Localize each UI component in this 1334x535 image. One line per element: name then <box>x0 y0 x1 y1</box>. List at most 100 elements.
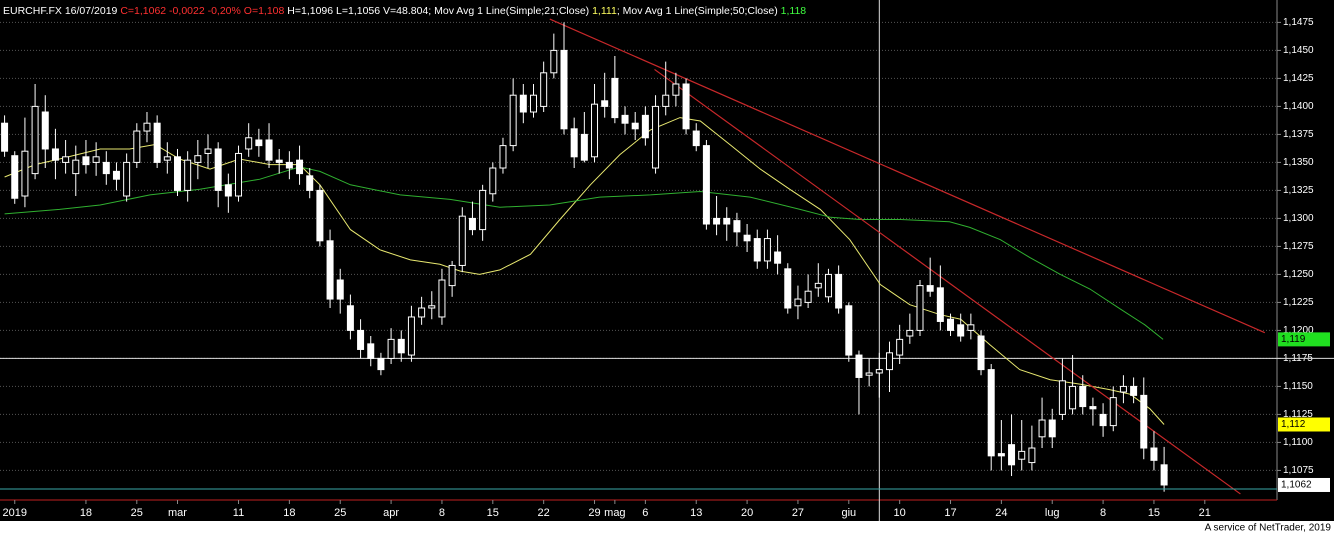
header-segment: 1,118 <box>781 5 807 17</box>
x-tick-label: 25 <box>334 507 346 519</box>
candle-body <box>784 268 792 309</box>
candle-body <box>1099 413 1107 427</box>
candle-body <box>285 161 293 169</box>
candle-body <box>885 352 893 371</box>
last-price-label: 1,1062 <box>1281 480 1312 491</box>
candle-body <box>743 234 751 242</box>
candle-body <box>357 329 365 350</box>
candle-body <box>11 155 19 199</box>
candle-body <box>580 133 588 161</box>
x-tick-label: mag <box>604 507 625 519</box>
candle-body <box>1018 450 1026 460</box>
candle-body <box>947 318 955 331</box>
candle-body <box>468 217 476 231</box>
source: A service of NetTrader, 2019 <box>1205 523 1332 534</box>
candle-body <box>448 264 456 287</box>
y-tick-label: 1,1425 <box>1283 73 1314 84</box>
candle-body <box>794 298 802 307</box>
candle-body <box>1140 394 1148 449</box>
candle-body <box>591 103 599 158</box>
candle-body <box>804 290 812 303</box>
x-tick-label: 24 <box>995 507 1007 519</box>
candle-body <box>509 94 517 147</box>
y-tick-label: 1,1450 <box>1283 45 1314 56</box>
moving-average-line <box>4 117 1165 425</box>
last-price-label-box <box>1278 477 1330 492</box>
x-tick-label: 15 <box>487 507 499 519</box>
candle-body <box>407 316 415 356</box>
ma-value-label: 1,119 <box>1281 334 1306 345</box>
candle-body <box>316 189 324 242</box>
x-tick-label: 11 <box>233 507 244 519</box>
candle-body <box>489 167 497 195</box>
x-tick-label: 8 <box>1100 507 1106 519</box>
candle-body <box>377 357 385 371</box>
y-tick-label: 1,1475 <box>1283 17 1314 28</box>
header-segment: C=1,1062 -0,0022 -0,20% O=1,108 <box>120 5 287 17</box>
candle-body <box>82 156 90 166</box>
candle-body <box>184 159 192 191</box>
candle-body <box>1150 447 1158 461</box>
candle-body <box>621 114 629 124</box>
candle-body <box>72 159 80 175</box>
candle-body <box>173 156 181 191</box>
candle-body <box>682 83 690 130</box>
candle-body <box>1089 406 1097 410</box>
candle-body <box>774 251 782 264</box>
y-tick-label: 1,1150 <box>1283 381 1313 392</box>
x-tick-label: 10 <box>894 507 906 519</box>
y-tick-label: 1,1350 <box>1283 157 1314 168</box>
candle-body <box>245 137 253 150</box>
x-tick-label: 21 <box>1199 507 1211 519</box>
candle-body <box>601 100 609 107</box>
x-tick-label: 2019 <box>3 507 27 519</box>
candle-body <box>1079 385 1087 408</box>
candle-body <box>723 217 731 225</box>
y-tick-label: 1,1125 <box>1283 409 1313 420</box>
footer-band <box>0 521 1334 535</box>
candle-body <box>926 285 934 292</box>
x-tick-label: 29 <box>588 507 600 519</box>
x-tick-label: mar <box>168 507 187 519</box>
y-tick-label: 1,1400 <box>1283 101 1314 112</box>
candle-body <box>204 148 212 154</box>
x-tick-label: 15 <box>1148 507 1160 519</box>
candle-body <box>214 148 222 191</box>
candle-body <box>936 287 944 322</box>
ma-value-label-box <box>1278 332 1330 347</box>
candle-body <box>102 161 110 175</box>
candle-body <box>1038 419 1046 438</box>
candle-body <box>957 324 965 337</box>
y-tick-label: 1,1100 <box>1283 437 1313 448</box>
candle-body <box>824 273 832 298</box>
candle-body <box>672 83 680 96</box>
header-segment: EURCHF.FX 16/07/2019 <box>3 5 120 17</box>
candle-body <box>1058 380 1066 415</box>
candle-body <box>550 49 558 74</box>
candle-body <box>987 369 995 457</box>
ma-value-label: 1,112 <box>1281 419 1306 430</box>
candle-body <box>763 238 771 262</box>
candle-body <box>275 159 283 163</box>
candle-body <box>224 184 232 197</box>
candle-body <box>438 279 446 318</box>
candle-body <box>479 189 487 231</box>
candle-body <box>51 148 59 161</box>
candle-body <box>41 111 49 150</box>
candle-body <box>235 152 243 197</box>
y-tick-label: 1,1250 <box>1283 269 1314 280</box>
x-tick-label: lug <box>1045 507 1060 519</box>
candle-body <box>1160 464 1168 486</box>
candle-body <box>428 305 436 309</box>
candle-body <box>367 343 375 359</box>
header-segment: ; Mov Avg 1 Line(Simple;50;Close) <box>617 5 781 17</box>
x-tick-label: 13 <box>690 507 702 519</box>
x-tick-label: 22 <box>538 507 550 519</box>
candle-body <box>255 139 263 147</box>
candle-body <box>21 150 29 197</box>
candle-body <box>855 354 863 378</box>
y-tick-label: 1,1275 <box>1283 241 1314 252</box>
candle-body <box>814 282 822 289</box>
